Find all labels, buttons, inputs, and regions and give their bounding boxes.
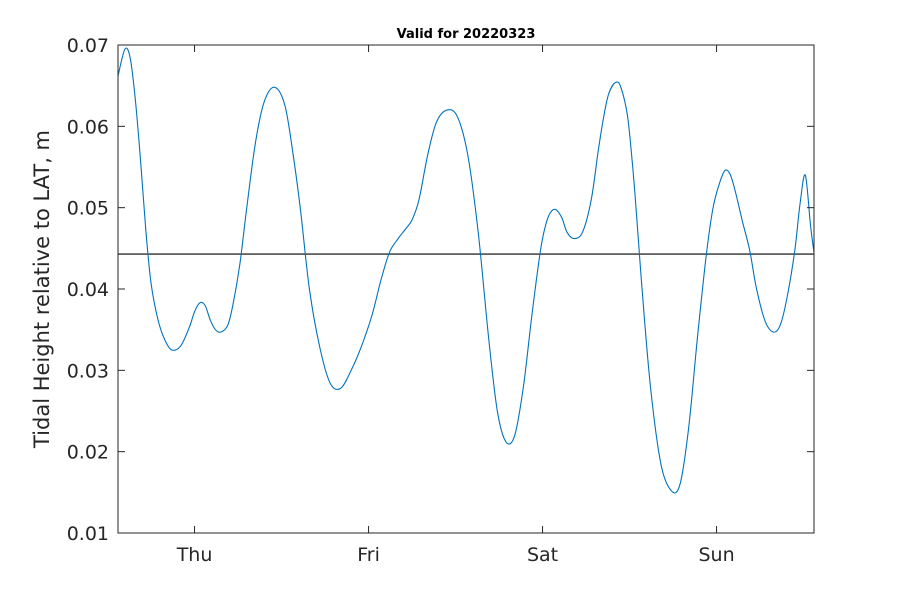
plot-background bbox=[118, 45, 814, 533]
x-tick-label: Sat bbox=[527, 544, 558, 566]
series-line-0 bbox=[117, 47, 815, 494]
y-tick-label: 0.03 bbox=[67, 360, 109, 382]
y-tick-label: 0.07 bbox=[67, 35, 109, 57]
y-tick-label: 0.04 bbox=[67, 279, 109, 301]
y-axis-label: Tidal Height relative to LAT, m bbox=[30, 130, 54, 449]
y-tick-label: 0.05 bbox=[67, 198, 109, 220]
chart-title: Valid for 20220323 bbox=[397, 27, 536, 42]
y-tick-label: 0.01 bbox=[67, 523, 109, 545]
x-tick-label: Fri bbox=[357, 544, 380, 566]
series-layer bbox=[117, 47, 815, 494]
x-tick-label: Sun bbox=[698, 544, 734, 566]
y-tick-label: 0.02 bbox=[67, 442, 109, 464]
x-axis: Thu Fri Sat Sun bbox=[176, 45, 735, 566]
y-axis: 0.07 0.06 0.05 0.04 0.03 0.02 0.01 bbox=[67, 35, 814, 545]
y-tick-label: 0.06 bbox=[67, 116, 109, 138]
plot-area bbox=[117, 44, 815, 534]
x-tick-label: Thu bbox=[176, 544, 213, 566]
